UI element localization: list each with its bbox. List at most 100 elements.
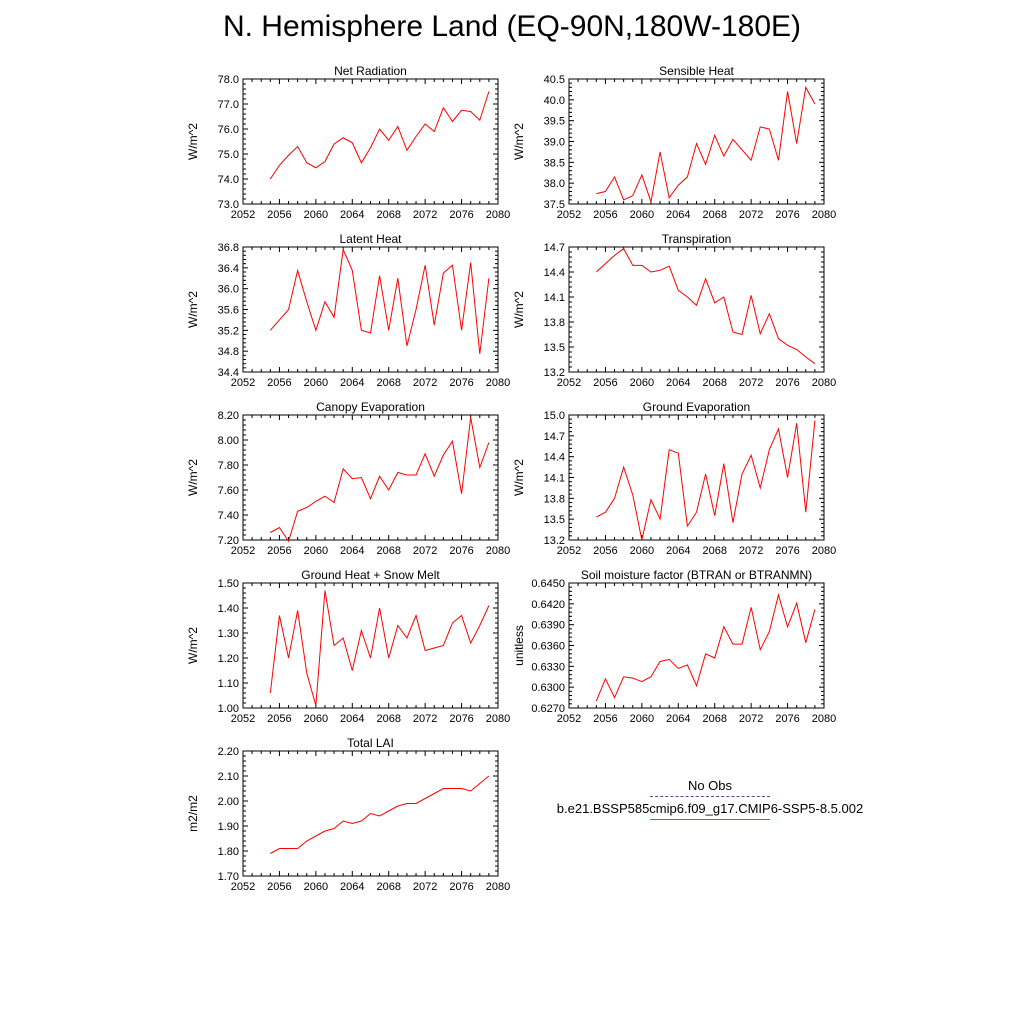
y-tick-label: 13.8	[544, 493, 565, 505]
x-tick-label: 2080	[486, 209, 510, 221]
x-tick-label: 2052	[231, 545, 255, 557]
y-tick-label: 35.2	[218, 325, 239, 337]
panel-title: Latent Heat	[339, 232, 402, 246]
y-tick-label: 2.10	[218, 771, 239, 783]
x-tick-label: 2068	[376, 713, 400, 725]
y-tick-label: 1.50	[218, 578, 239, 590]
x-tick-label: 2060	[630, 377, 654, 389]
y-axis-label: W/m^2	[512, 291, 526, 328]
y-tick-label: 34.8	[218, 346, 239, 358]
y-tick-label: 73.0	[218, 199, 239, 211]
y-tick-label: 14.7	[544, 242, 565, 254]
legend-model-line	[650, 819, 770, 820]
y-axis-label: unitless	[512, 625, 526, 666]
y-axis-label: m2/m2	[186, 795, 200, 832]
x-tick-label: 2060	[630, 545, 654, 557]
y-tick-label: 40.5	[544, 74, 565, 86]
y-tick-label: 39.5	[544, 116, 565, 128]
x-tick-label: 2072	[413, 209, 437, 221]
x-tick-label: 2080	[812, 713, 836, 725]
x-tick-label: 2068	[376, 881, 400, 893]
x-tick-label: 2064	[666, 377, 690, 389]
x-tick-label: 2060	[630, 209, 654, 221]
x-tick-label: 2052	[557, 545, 581, 557]
x-tick-label: 2068	[376, 545, 400, 557]
y-tick-label: 14.1	[544, 292, 565, 304]
x-tick-label: 2060	[304, 881, 328, 893]
x-tick-label: 2056	[267, 377, 291, 389]
series-line-1	[270, 775, 490, 854]
y-tick-label: 14.4	[544, 267, 565, 279]
x-tick-label: 2076	[775, 209, 799, 221]
y-tick-label: 14.7	[544, 431, 565, 443]
plot-frame	[242, 582, 499, 709]
x-tick-label: 2068	[702, 209, 726, 221]
y-tick-label: 8.00	[218, 435, 239, 447]
panel-title: Net Radiation	[334, 64, 407, 78]
y-tick-label: 77.0	[218, 99, 239, 111]
panel-title: Canopy Evaporation	[316, 400, 425, 414]
chart-panel-8: Soil moisture factor (BTRAN or BTRANMN) u…	[512, 568, 836, 725]
y-axis-label: W/m^2	[512, 123, 526, 160]
y-tick-label: 2.00	[218, 796, 239, 808]
x-tick-label: 2056	[593, 545, 617, 557]
legend: No Obs b.e21.BSSP585cmip6.f09_g17.CMIP6-…	[520, 778, 900, 824]
y-tick-label: 13.5	[544, 514, 565, 526]
x-tick-label: 2068	[376, 377, 400, 389]
x-tick-label: 2076	[775, 713, 799, 725]
x-tick-label: 2064	[340, 377, 364, 389]
y-tick-label: 40.0	[544, 95, 565, 107]
series-line-1	[595, 247, 816, 365]
x-tick-label: 2080	[812, 377, 836, 389]
y-tick-label: 1.30	[218, 628, 239, 640]
x-tick-label: 2080	[812, 545, 836, 557]
x-tick-label: 2064	[340, 209, 364, 221]
y-tick-label: 1.20	[218, 653, 239, 665]
y-tick-label: 38.5	[544, 157, 565, 169]
x-tick-label: 2056	[267, 209, 291, 221]
x-tick-label: 2076	[449, 209, 473, 221]
x-tick-label: 2060	[304, 545, 328, 557]
y-tick-label: 7.60	[218, 485, 239, 497]
y-tick-label: 7.40	[218, 510, 239, 522]
chart-panel-2: Sensible Heat W/m^2 2052 2056 2060 2064 2068 20…	[512, 64, 836, 221]
x-tick-label: 2076	[775, 545, 799, 557]
y-tick-label: 2.20	[218, 746, 239, 758]
x-tick-label: 2072	[739, 545, 763, 557]
x-tick-label: 2052	[557, 377, 581, 389]
x-tick-label: 2076	[449, 881, 473, 893]
series-line-1	[596, 420, 816, 541]
series-line-1	[596, 85, 816, 203]
y-tick-label: 0.6330	[531, 661, 565, 673]
y-tick-label: 1.10	[218, 678, 239, 690]
y-tick-label: 0.6420	[531, 599, 565, 611]
x-tick-label: 2080	[486, 713, 510, 725]
x-tick-label: 2080	[486, 881, 510, 893]
series-line-1	[270, 417, 490, 543]
x-tick-label: 2076	[449, 545, 473, 557]
plot-frame	[242, 78, 499, 205]
plot-frame	[242, 246, 499, 373]
y-tick-label: 15.0	[544, 410, 565, 422]
x-tick-label: 2080	[486, 377, 510, 389]
y-tick-label: 1.80	[218, 846, 239, 858]
x-tick-label: 2060	[304, 209, 328, 221]
series-line-1	[269, 590, 490, 706]
x-tick-label: 2064	[340, 545, 364, 557]
y-tick-label: 37.5	[544, 199, 565, 211]
x-tick-label: 2068	[702, 713, 726, 725]
x-tick-label: 2072	[413, 545, 437, 557]
y-tick-label: 14.1	[544, 473, 565, 485]
x-tick-label: 2072	[739, 713, 763, 725]
y-tick-label: 36.8	[218, 242, 239, 254]
chart-panel-4: Transpiration W/m^2 2052 2056 2060 2064 2068 20…	[512, 232, 836, 389]
chart-panel-6: Ground Evaporation W/m^2 2052 2056 2060 2064 2…	[512, 400, 836, 557]
y-tick-label: 36.0	[218, 284, 239, 296]
panel-title: Transpiration	[662, 232, 732, 246]
x-tick-label: 2056	[593, 377, 617, 389]
y-axis-label: W/m^2	[512, 459, 526, 496]
y-tick-label: 78.0	[218, 74, 239, 86]
chart-panel-5: Canopy Evaporation W/m^2 2052 2056 2060 2064 2…	[186, 400, 510, 557]
y-tick-label: 1.90	[218, 821, 239, 833]
legend-obs-line	[650, 796, 770, 797]
